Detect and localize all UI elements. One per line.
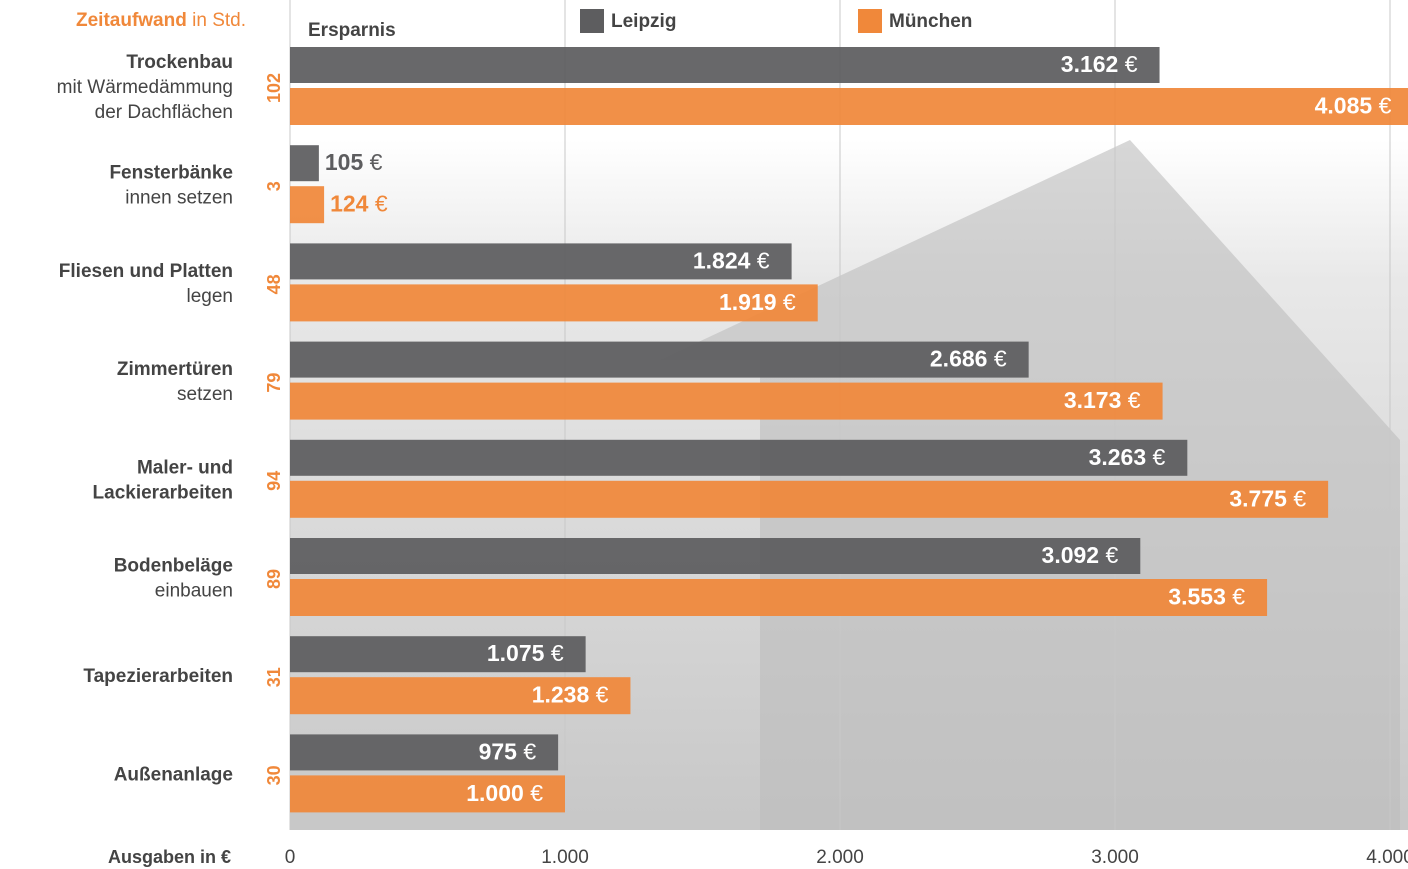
value-label: 124 € xyxy=(330,191,388,217)
value-number: 105 xyxy=(325,149,364,175)
value-currency: € xyxy=(596,682,609,708)
value-label: 1.075 € xyxy=(487,640,564,666)
value-number: 975 xyxy=(479,738,518,764)
value-number: 3.162 xyxy=(1061,51,1119,77)
value-label: 975 € xyxy=(479,738,537,764)
category-detail: mit Wärmedämmung xyxy=(57,77,233,98)
hours-value: 89 xyxy=(264,569,284,589)
value-label: 2.686 € xyxy=(930,346,1007,372)
hours-value: 3 xyxy=(264,181,284,191)
category-label: Fensterbänke xyxy=(109,163,233,184)
category-detail: einbauen xyxy=(155,581,233,602)
value-label: 3.092 € xyxy=(1042,542,1119,568)
hours-label-text: Zeitaufwand xyxy=(76,10,187,31)
value-currency: € xyxy=(994,346,1007,372)
category-label: Außenanlage xyxy=(114,764,233,785)
value-currency: € xyxy=(783,289,796,315)
bar xyxy=(290,383,1163,420)
value-label: 1.919 € xyxy=(719,289,796,315)
value-number: 4.085 xyxy=(1315,93,1373,119)
x-tick-label: 1.000 xyxy=(541,847,589,868)
value-currency: € xyxy=(551,640,564,666)
bar xyxy=(290,342,1029,378)
legend-swatch xyxy=(580,9,604,33)
value-label: 3.263 € xyxy=(1089,444,1166,470)
value-number: 3.775 xyxy=(1229,485,1287,511)
value-currency: € xyxy=(1128,387,1141,413)
hours-value: 30 xyxy=(264,765,284,785)
category-label: Maler- und xyxy=(137,457,233,478)
bar xyxy=(290,481,1328,518)
value-currency: € xyxy=(375,191,388,217)
x-axis-label: Ausgaben in € xyxy=(108,847,231,867)
bar xyxy=(290,579,1267,616)
value-currency: € xyxy=(1153,444,1166,470)
value-number: 1.075 xyxy=(487,640,545,666)
legend-swatch xyxy=(858,9,882,33)
hours-unit: in Std. xyxy=(192,10,246,31)
category-detail: innen setzen xyxy=(125,188,233,209)
x-tick-label: 3.000 xyxy=(1091,847,1139,868)
value-currency: € xyxy=(1106,542,1119,568)
value-label: 4.085 € xyxy=(1315,93,1392,119)
category-label: Bodenbeläge xyxy=(114,556,233,577)
value-number: 1.238 xyxy=(532,682,590,708)
category-label: Fliesen und Platten xyxy=(59,261,233,282)
value-label: 105 € xyxy=(325,149,383,175)
value-number: 124 xyxy=(330,191,369,217)
value-number: 3.092 xyxy=(1042,542,1100,568)
category-label: Zimmertüren xyxy=(117,359,233,380)
bar xyxy=(290,88,1408,125)
value-currency: € xyxy=(530,780,543,806)
value-number: 3.173 xyxy=(1064,387,1122,413)
value-label: 1.824 € xyxy=(693,247,770,273)
bar xyxy=(290,145,319,181)
value-label: 1.000 € xyxy=(466,780,543,806)
x-tick-label: 2.000 xyxy=(816,847,864,868)
value-number: 1.824 xyxy=(693,247,751,273)
value-currency: € xyxy=(1125,51,1138,77)
hours-value: 48 xyxy=(264,274,284,294)
hours-value: 94 xyxy=(264,471,284,491)
value-number: 2.686 xyxy=(930,346,988,372)
bar xyxy=(290,440,1187,476)
category-detail: der Dachflächen xyxy=(95,102,233,123)
value-number: 3.263 xyxy=(1089,444,1147,470)
value-label: 3.173 € xyxy=(1064,387,1141,413)
value-currency: € xyxy=(1379,93,1392,119)
value-label: 1.238 € xyxy=(532,682,609,708)
value-currency: € xyxy=(523,738,536,764)
category-label: Tapezierarbeiten xyxy=(83,666,233,687)
bar xyxy=(290,186,324,223)
value-label: 3.162 € xyxy=(1061,51,1138,77)
page: Zeitaufwand in Std. Ersparnis Ausgaben i… xyxy=(0,0,1408,869)
value-label: 3.775 € xyxy=(1229,485,1306,511)
value-currency: € xyxy=(1232,584,1245,610)
category-label: Trockenbau xyxy=(126,52,233,73)
hours-value: 31 xyxy=(264,667,284,687)
category-label: Lackierarbeiten xyxy=(93,482,233,503)
legend-label: München xyxy=(889,11,972,32)
category-detail: setzen xyxy=(177,384,233,405)
bar xyxy=(290,538,1140,574)
value-currency: € xyxy=(757,247,770,273)
value-currency: € xyxy=(370,149,383,175)
value-number: 1.000 xyxy=(466,780,524,806)
legend-label: Leipzig xyxy=(611,11,676,32)
value-currency: € xyxy=(1293,485,1306,511)
category-detail: legen xyxy=(187,286,234,307)
x-tick-label: 0 xyxy=(285,847,296,868)
hours-value: 79 xyxy=(264,373,284,393)
hours-value: 102 xyxy=(264,73,284,103)
value-number: 3.553 xyxy=(1168,584,1226,610)
x-tick-label: 4.000 xyxy=(1366,847,1408,868)
chart: Zeitaufwand in Std. Ersparnis Ausgaben i… xyxy=(0,0,1408,869)
bar xyxy=(290,47,1160,83)
hours-label: Zeitaufwand in Std. xyxy=(76,10,246,31)
savings-label: Ersparnis xyxy=(308,20,396,41)
value-number: 1.919 xyxy=(719,289,777,315)
value-label: 3.553 € xyxy=(1168,584,1245,610)
